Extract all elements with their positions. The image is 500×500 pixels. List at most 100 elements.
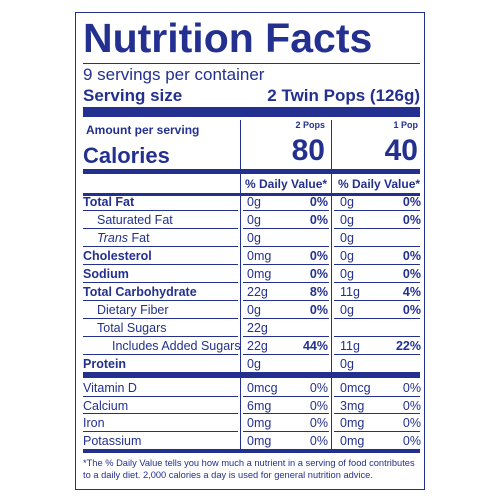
amount: 0mg <box>247 416 272 430</box>
rule <box>83 264 238 265</box>
rule <box>243 210 329 211</box>
percent-dv: 0% <box>402 267 421 281</box>
nutrient-name: Total Carbohydrate <box>83 285 197 299</box>
nutrient-name: Trans Fat <box>97 232 150 245</box>
rule <box>83 63 420 64</box>
rule <box>334 228 420 229</box>
amount: 0mg <box>247 267 272 281</box>
amount: 3mg <box>340 398 365 413</box>
rule <box>243 228 329 229</box>
percent-dv: 8% <box>309 285 328 299</box>
thick-rule <box>83 107 420 117</box>
amount: 0g <box>340 357 354 371</box>
nutrient-name: Sodium <box>83 267 129 281</box>
rule <box>83 413 238 414</box>
rule <box>83 318 238 319</box>
serving-size-value: 2 Twin Pops (126g) <box>267 86 420 105</box>
rule <box>243 354 329 355</box>
amount: 0mg <box>247 249 272 263</box>
rule <box>83 282 238 283</box>
rule <box>243 430 329 432</box>
amount: 0g <box>340 213 354 227</box>
calories-label: Calories <box>83 143 170 168</box>
nutrient-name: Fat <box>128 231 150 245</box>
rule <box>334 246 420 247</box>
serving-size-label: Serving size <box>83 86 183 105</box>
amount: 0g <box>247 303 261 317</box>
amount: 11g <box>340 285 360 299</box>
percent-dv: 0% <box>309 398 328 413</box>
amount: 22g <box>247 321 268 335</box>
amount: 0mcg <box>247 381 278 395</box>
rule <box>334 413 420 414</box>
rule <box>334 264 420 265</box>
rule <box>83 300 238 301</box>
rule <box>334 210 420 211</box>
amount: 0mg <box>340 433 365 448</box>
percent-dv: 0% <box>309 195 328 209</box>
daily-value-header: % Daily Value* <box>338 177 421 191</box>
medium-rule <box>83 193 420 196</box>
footnote: *The % Daily Value tells you how much a … <box>83 458 415 480</box>
amount: 0mcg <box>340 381 371 395</box>
rule <box>334 430 420 432</box>
percent-dv: 0% <box>402 398 421 413</box>
column-header: 1 Pop <box>393 120 418 130</box>
amount: 0g <box>247 195 261 209</box>
amount: 11g <box>340 339 360 353</box>
nutrient-name: Includes Added Sugars <box>112 339 241 353</box>
title: Nutrition Facts <box>83 15 373 61</box>
nutrient-name: Protein <box>83 357 127 371</box>
amount: 0g <box>340 195 354 209</box>
rule <box>83 336 238 337</box>
thick-rule <box>83 372 420 378</box>
amount: 0g <box>247 231 261 245</box>
rule <box>243 318 329 319</box>
amount: 6mg <box>247 398 272 413</box>
label-border <box>75 12 425 490</box>
percent-dv: 0% <box>309 303 328 317</box>
rule <box>243 413 329 414</box>
calories-value: 80 <box>291 134 325 167</box>
amount: 0mg <box>247 433 272 448</box>
rule <box>83 210 238 211</box>
percent-dv: 0% <box>309 267 328 281</box>
rule <box>243 246 329 247</box>
column-divider <box>240 120 241 452</box>
nutrient-name: Dietary Fiber <box>97 303 169 317</box>
column-header: 2 Pops <box>295 120 325 130</box>
percent-dv: 0% <box>309 433 328 448</box>
rule <box>83 430 238 432</box>
nutrient-name: Total Fat <box>83 195 135 209</box>
nutrient-name: Vitamin D <box>83 381 137 395</box>
percent-dv: 0% <box>402 213 421 227</box>
percent-dv: 0% <box>402 249 421 263</box>
amount: 22g <box>247 339 268 353</box>
percent-dv: 44% <box>302 339 328 353</box>
rule <box>83 395 238 397</box>
amount: 0g <box>340 249 354 263</box>
percent-dv: 4% <box>402 285 421 299</box>
percent-dv: 0% <box>309 416 328 430</box>
amount-per-serving: Amount per serving <box>86 123 200 137</box>
nutrient-name: Iron <box>83 416 105 430</box>
rule <box>243 282 329 283</box>
nutrient-name: Total Sugars <box>97 321 167 335</box>
percent-dv: 0% <box>402 195 421 209</box>
rule <box>243 300 329 301</box>
thick-rule <box>83 169 420 174</box>
rule <box>334 300 420 301</box>
thick-rule <box>83 449 420 453</box>
servings: 9 servings per container <box>83 65 265 84</box>
rule <box>334 336 420 337</box>
rule <box>83 354 238 355</box>
percent-dv: 0% <box>309 213 328 227</box>
column-divider <box>331 120 332 452</box>
amount: 0mg <box>340 416 365 430</box>
percent-dv: 22% <box>395 339 421 353</box>
rule <box>243 395 329 397</box>
percent-dv: 0% <box>309 249 328 263</box>
percent-dv: 0% <box>402 381 421 395</box>
calories-value: 40 <box>384 134 418 167</box>
